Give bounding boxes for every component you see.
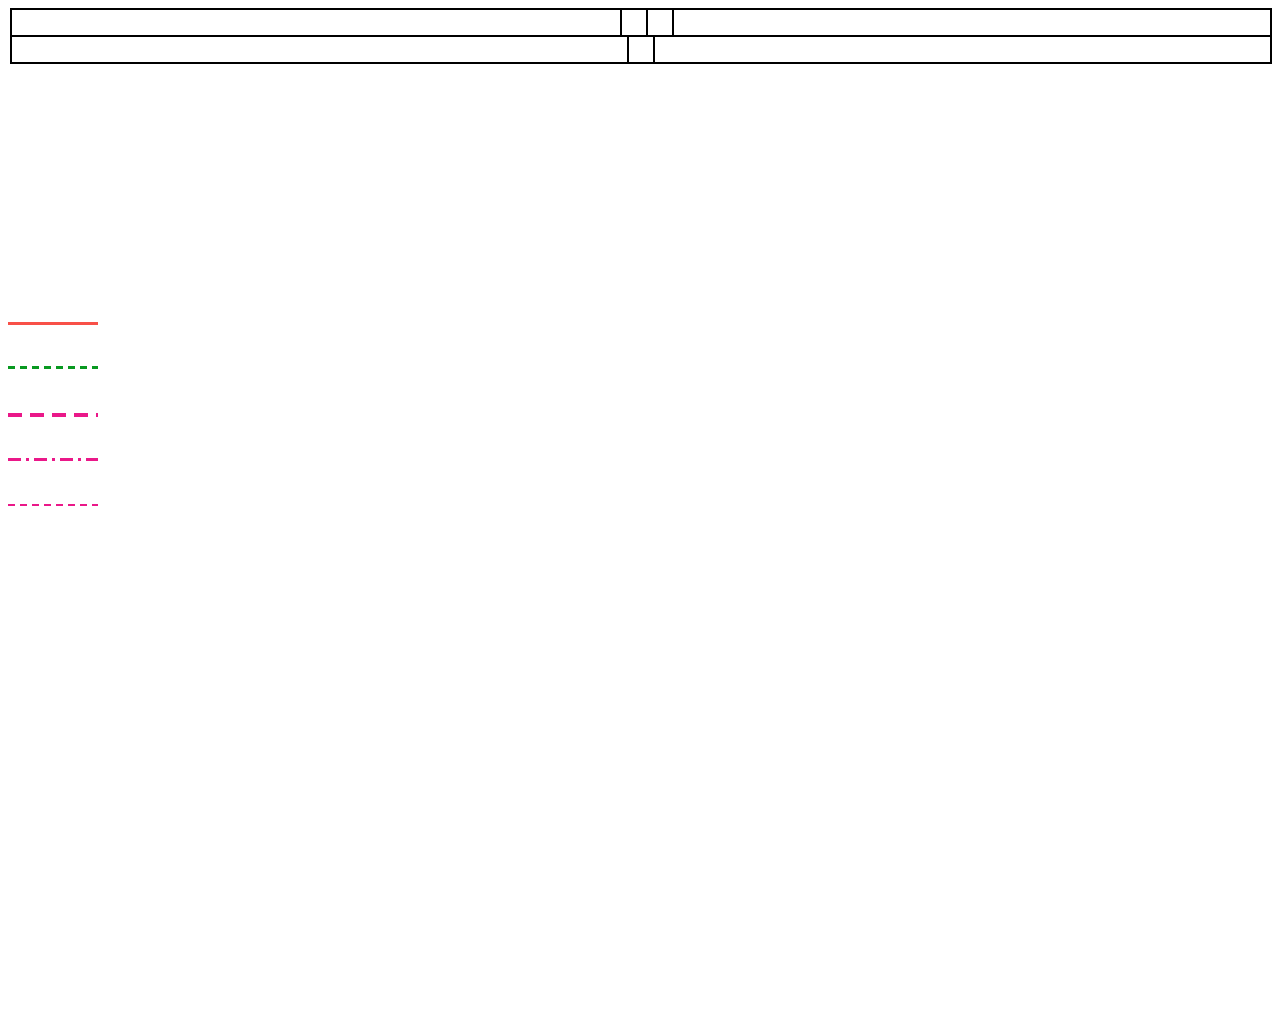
header-separator: [620, 10, 622, 35]
header-row-2: [12, 37, 1270, 62]
header-separator: [627, 37, 629, 62]
legend-line-td2m: [8, 366, 98, 369]
legend-line-700: [8, 458, 98, 461]
legend-line-2m: [8, 322, 98, 325]
header-separator: [653, 37, 655, 62]
header: [10, 8, 1272, 64]
header-separator: [646, 10, 648, 35]
header-row-1: [12, 10, 1270, 37]
legend-line-500: [8, 504, 98, 506]
legend-line-850: [8, 413, 98, 417]
header-separator: [672, 10, 674, 35]
